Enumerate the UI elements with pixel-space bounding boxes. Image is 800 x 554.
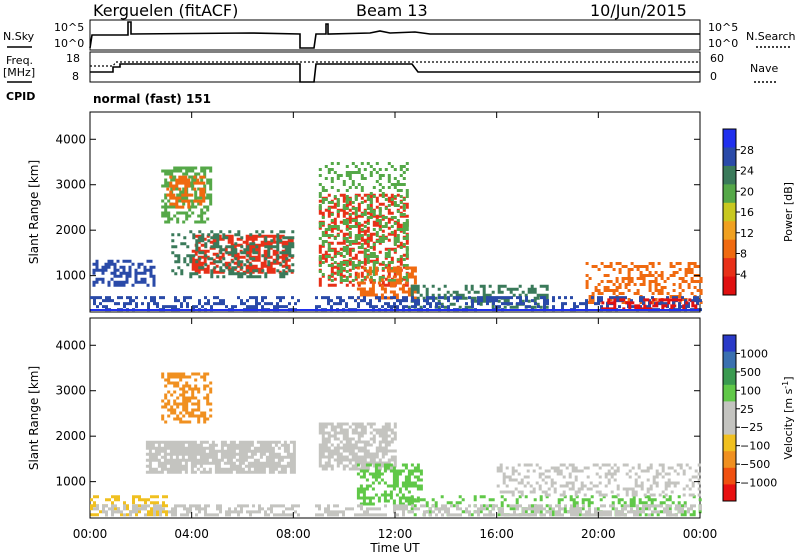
power-colorbar-segment-7 (723, 258, 736, 278)
velocity-colorbar-title-end: ] (782, 376, 795, 380)
date-title: 10/Jun/2015 (590, 1, 687, 20)
velocity-colorbar-title: Velocity [m s-1] (781, 376, 795, 459)
velocity-ylabel: Slant Range [km] (27, 366, 41, 470)
time-tick-label-0: 00:00 (73, 527, 108, 541)
power-colorbar-label-1: 24 (740, 165, 754, 178)
velocity-colorbar-label-2: 100 (740, 384, 761, 397)
nsky-tick-high: 10^5 (54, 21, 85, 34)
power-ytick-label-0: 4000 (55, 132, 86, 146)
nsearch-label: N.Search (746, 30, 796, 43)
nave-label: Nave (750, 62, 779, 75)
cpid-text: normal (fast) 151 (93, 92, 211, 106)
power-colorbar-segment-4 (723, 202, 736, 222)
power-echo-region-8 (407, 284, 549, 309)
freq-tick-low: 8 (72, 70, 79, 83)
velocity-ytick-label-0: 4000 (55, 338, 86, 352)
nsearch-tick-low: 10^0 (708, 37, 739, 50)
time-tick-label-4: 16:00 (479, 527, 514, 541)
power-echo-region-1 (166, 175, 206, 209)
power-echo-region-3 (171, 230, 295, 279)
velocity-echo-region-5 (407, 495, 702, 517)
velocity-colorbar-segment-3 (723, 384, 736, 402)
power-colorbar-segment-5 (723, 221, 736, 241)
velocity-echo-region-4 (356, 463, 423, 506)
velocity-echo-region-3 (318, 422, 397, 471)
power-colorbar-segment-3 (723, 184, 736, 204)
power-echo-region-11 (601, 298, 698, 311)
time-tick-label-6: 00:00 (683, 527, 718, 541)
velocity-ytick-label-2: 2000 (55, 429, 86, 443)
time-axis-label: Time UT (369, 541, 420, 554)
power-echo-region-4 (92, 259, 156, 287)
power-colorbar-segment-0 (723, 129, 736, 148)
velocity-echo-region-2 (90, 495, 168, 517)
nsky-label: N.Sky (3, 30, 35, 43)
power-colorbar-label-6: 4 (740, 268, 747, 281)
freq-label: Freq. (6, 54, 34, 67)
velocity-colorbar-segment-8 (723, 467, 736, 485)
nave-tick-high: 60 (710, 52, 724, 65)
nsky-panel-frame (89, 19, 701, 51)
velocity-colorbar-segment-5 (723, 418, 736, 436)
freq-unit: [MHz] (3, 66, 36, 79)
power-colorbar-segment-8 (723, 276, 736, 296)
freq-trace (90, 63, 700, 83)
power-colorbar-label-4: 12 (740, 227, 754, 240)
velocity-echo-region-7 (93, 504, 702, 517)
freq-panel-frame (89, 51, 701, 83)
velocity-colorbar-title-sup: -1 (781, 381, 790, 389)
velocity-colorbar-frame (722, 334, 737, 502)
velocity-colorbar-segment-7 (723, 451, 736, 469)
power-echo-region-7 (356, 266, 417, 300)
velocity-colorbar-label-7: −1000 (740, 477, 777, 490)
velocity-echo-region-0 (161, 372, 213, 424)
power-ytick-label-2: 2000 (55, 223, 86, 237)
velocity-colorbar-segment-0 (723, 335, 736, 353)
freq-tick-high: 18 (66, 52, 80, 65)
velocity-colorbar-label-5: −100 (740, 440, 770, 453)
velocity-colorbar-label-6: −500 (740, 458, 770, 471)
power-colorbar-segment-1 (723, 147, 736, 167)
power-colorbar-segment-6 (723, 239, 736, 259)
velocity-colorbar-segment-1 (723, 351, 736, 369)
nsky-trace (89, 21, 700, 49)
velocity-colorbar-segment-2 (723, 368, 736, 386)
power-echo-region-9 (585, 262, 703, 304)
velocity-colorbar-segment-9 (723, 484, 736, 502)
power-colorbar-label-2: 20 (740, 185, 754, 198)
cpid-label: CPID (6, 90, 36, 103)
nsky-tick-low: 10^0 (54, 37, 85, 50)
velocity-colorbar-label-3: 25 (740, 403, 754, 416)
power-colorbar-segment-2 (723, 165, 736, 185)
power-echo-region-6 (318, 162, 409, 282)
time-tick-label-1: 04:00 (174, 527, 209, 541)
nave-trace (90, 61, 700, 67)
velocity-colorbar-label-0: 1000 (740, 347, 768, 360)
time-tick-label-5: 20:00 (581, 527, 616, 541)
velocity-colorbar-label-1: 500 (740, 366, 761, 379)
power-ylabel: Slant Range [km] (27, 160, 41, 264)
velocity-colorbar-label-4: −25 (740, 421, 763, 434)
velocity-echo-region-1 (145, 440, 296, 474)
nsearch-tick-high: 10^5 (708, 21, 739, 34)
velocity-colorbar-segment-4 (723, 401, 736, 419)
velocity-colorbar-segment-6 (723, 434, 736, 452)
power-colorbar-title: Power [dB] (782, 182, 795, 242)
power-echo-region-10 (90, 296, 702, 312)
time-tick-label-3: 12:00 (378, 527, 413, 541)
power-colorbar-label-5: 8 (740, 248, 747, 261)
power-colorbar-label-0: 28 (740, 144, 754, 157)
station-title: Kerguelen (fitACF) (93, 1, 239, 20)
dynamic-layer: 4000 3000 2000 1000 Slant Range [km] 28 24 20 16… (27, 112, 795, 554)
nave-tick-low: 0 (710, 70, 717, 83)
time-tick-label-2: 08:00 (276, 527, 311, 541)
velocity-ytick-label-3: 1000 (55, 475, 86, 489)
beam-title: Beam 13 (356, 1, 428, 20)
velocity-echo-region-6 (496, 463, 701, 497)
power-colorbar-label-3: 16 (740, 206, 754, 219)
velocity-ytick-label-1: 3000 (55, 384, 86, 398)
power-ytick-label-3: 1000 (55, 269, 86, 283)
power-ytick-label-1: 3000 (55, 178, 86, 192)
